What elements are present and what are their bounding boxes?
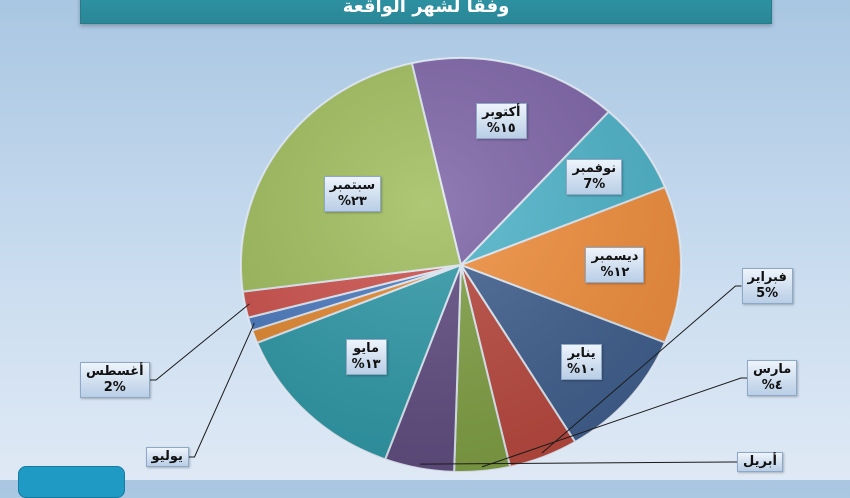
slice-name: أبريل xyxy=(743,454,777,469)
slice-label: أبريل xyxy=(737,452,783,472)
leader-line xyxy=(150,303,250,381)
slice-percent: 2% xyxy=(103,380,126,395)
slice-percent: ٤% xyxy=(761,378,783,393)
slice-label: مايو ١٣% xyxy=(345,339,387,376)
slice-label: فبراير 5% xyxy=(741,268,793,304)
slice-label: يوليو xyxy=(145,447,189,467)
slice-percent: ١٠% xyxy=(567,361,597,377)
slice-label: مارس ٤% xyxy=(747,360,798,396)
slice-label: ديسمبر ١٢% xyxy=(585,246,645,283)
slice-name: نوفمبر xyxy=(572,161,617,177)
slice-percent: 5% xyxy=(756,286,779,301)
slice-percent: ١٥% xyxy=(486,120,516,136)
corner-shape xyxy=(18,466,125,498)
slice-name: مايو xyxy=(353,341,380,357)
leader-line xyxy=(188,322,255,458)
chart-title: وفقا لشهر الواقعة xyxy=(80,0,772,24)
slice-percent: ١٣% xyxy=(351,357,381,373)
slice-percent: ٢٣% xyxy=(337,194,367,210)
slice-label: أكتوبر ١٥% xyxy=(476,102,527,139)
slice-name: فبراير xyxy=(747,270,787,285)
slice-name: مارس xyxy=(753,362,792,377)
slice-percent: ١٢% xyxy=(600,264,630,280)
pie-chart xyxy=(150,57,747,473)
slice-name: يوليو xyxy=(151,449,183,464)
slice-name: أكتوبر xyxy=(482,104,521,120)
slice-label: يناير ١٠% xyxy=(561,343,603,380)
slice-label: نوفمبر 7% xyxy=(566,159,623,196)
slice-name: ديسمبر xyxy=(591,248,639,264)
slice-name: يناير xyxy=(567,345,596,361)
slice-label: أغسطس 2% xyxy=(80,362,150,398)
slice-percent: 7% xyxy=(583,177,606,193)
slice-name: أغسطس xyxy=(86,364,144,379)
slice-label: سبتمبر ٢٣% xyxy=(323,176,382,213)
slice-name: سبتمبر xyxy=(329,178,376,194)
